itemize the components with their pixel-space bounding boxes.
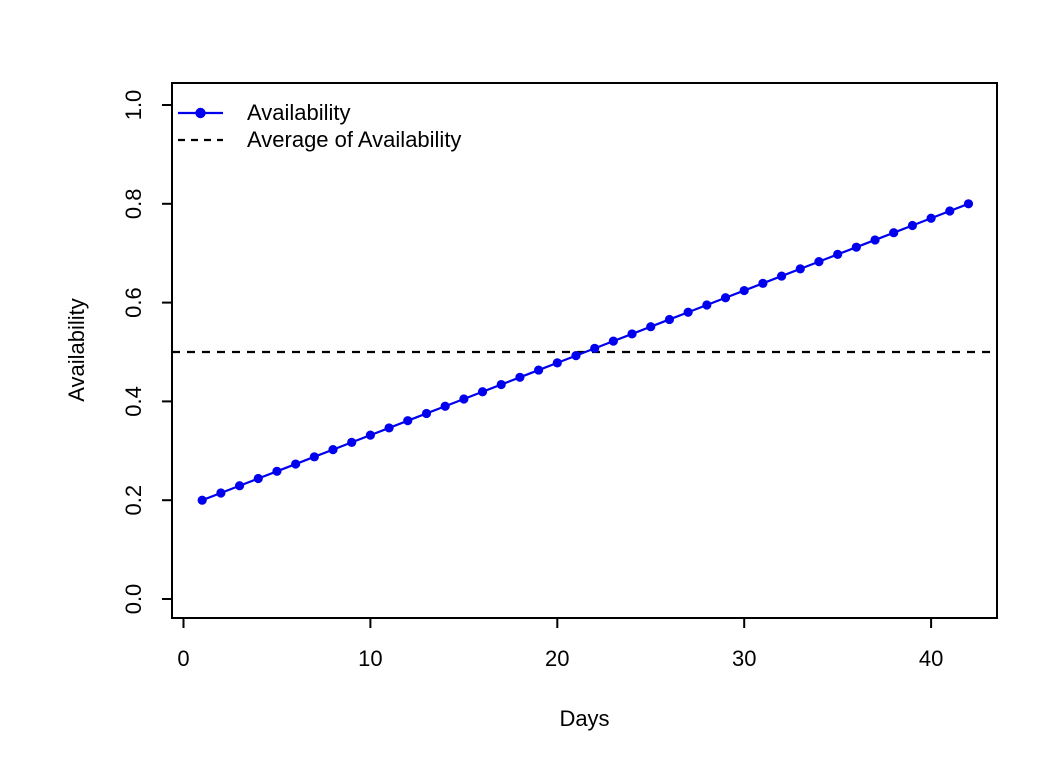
data-point-marker (291, 459, 301, 469)
data-point-marker (907, 220, 918, 231)
y-tick-label: 1.0 (121, 90, 146, 121)
data-point-marker (384, 423, 394, 433)
data-point-marker (646, 322, 656, 332)
data-point-marker (851, 242, 861, 252)
data-point-marker (945, 206, 955, 216)
data-point-marker (515, 372, 525, 382)
data-point-marker (795, 264, 805, 274)
data-point-marker (889, 228, 899, 238)
data-point-marker (309, 452, 319, 462)
data-point-marker (552, 358, 562, 368)
data-point-marker (365, 430, 375, 440)
x-tick-label: 30 (732, 646, 756, 671)
y-tick-label: 0.4 (121, 386, 146, 417)
data-point-marker (590, 343, 600, 353)
data-point-marker (534, 365, 544, 375)
data-point-marker (683, 307, 693, 317)
data-point-marker (664, 314, 675, 325)
data-point-marker (328, 445, 338, 455)
y-tick-label: 0.8 (121, 189, 146, 220)
legend-label-availability: Availability (247, 100, 351, 125)
data-point-marker (739, 285, 749, 296)
data-point-marker (459, 394, 469, 404)
data-point-marker (216, 488, 226, 498)
data-point-marker (833, 249, 843, 259)
data-point-marker (758, 278, 768, 288)
x-tick-label: 10 (358, 646, 382, 671)
data-point-marker (234, 481, 245, 491)
legend-label-average: Average of Availability (247, 127, 461, 152)
y-tick-label: 0.2 (121, 485, 146, 516)
y-tick-label: 0.0 (121, 584, 146, 615)
data-point-marker (496, 379, 506, 390)
y-tick-label: 0.6 (121, 287, 146, 318)
data-point-marker (608, 336, 618, 346)
data-point-marker (571, 351, 581, 361)
data-point-marker (702, 300, 712, 310)
y-axis-title: Availability (64, 298, 89, 402)
x-tick-label: 0 (177, 646, 189, 671)
data-point-marker (627, 329, 637, 339)
data-point-marker (477, 387, 488, 397)
legend-availability-marker (195, 107, 206, 119)
data-point-marker (197, 495, 207, 505)
data-point-marker (440, 401, 450, 411)
x-tick-label: 20 (545, 646, 569, 671)
data-point-marker (870, 235, 880, 245)
data-point-marker (421, 408, 432, 419)
data-point-marker (272, 466, 282, 476)
data-point-marker (814, 257, 824, 267)
data-point-marker (253, 473, 263, 484)
data-point-marker (963, 199, 974, 209)
data-point-marker (403, 416, 413, 426)
x-tick-label: 40 (919, 646, 943, 671)
plot-box (171, 82, 998, 619)
data-point-marker (776, 271, 787, 281)
x-axis-title: Days (559, 706, 610, 731)
data-point-marker (926, 213, 936, 223)
data-point-marker (347, 437, 357, 447)
data-point-marker (720, 293, 731, 303)
